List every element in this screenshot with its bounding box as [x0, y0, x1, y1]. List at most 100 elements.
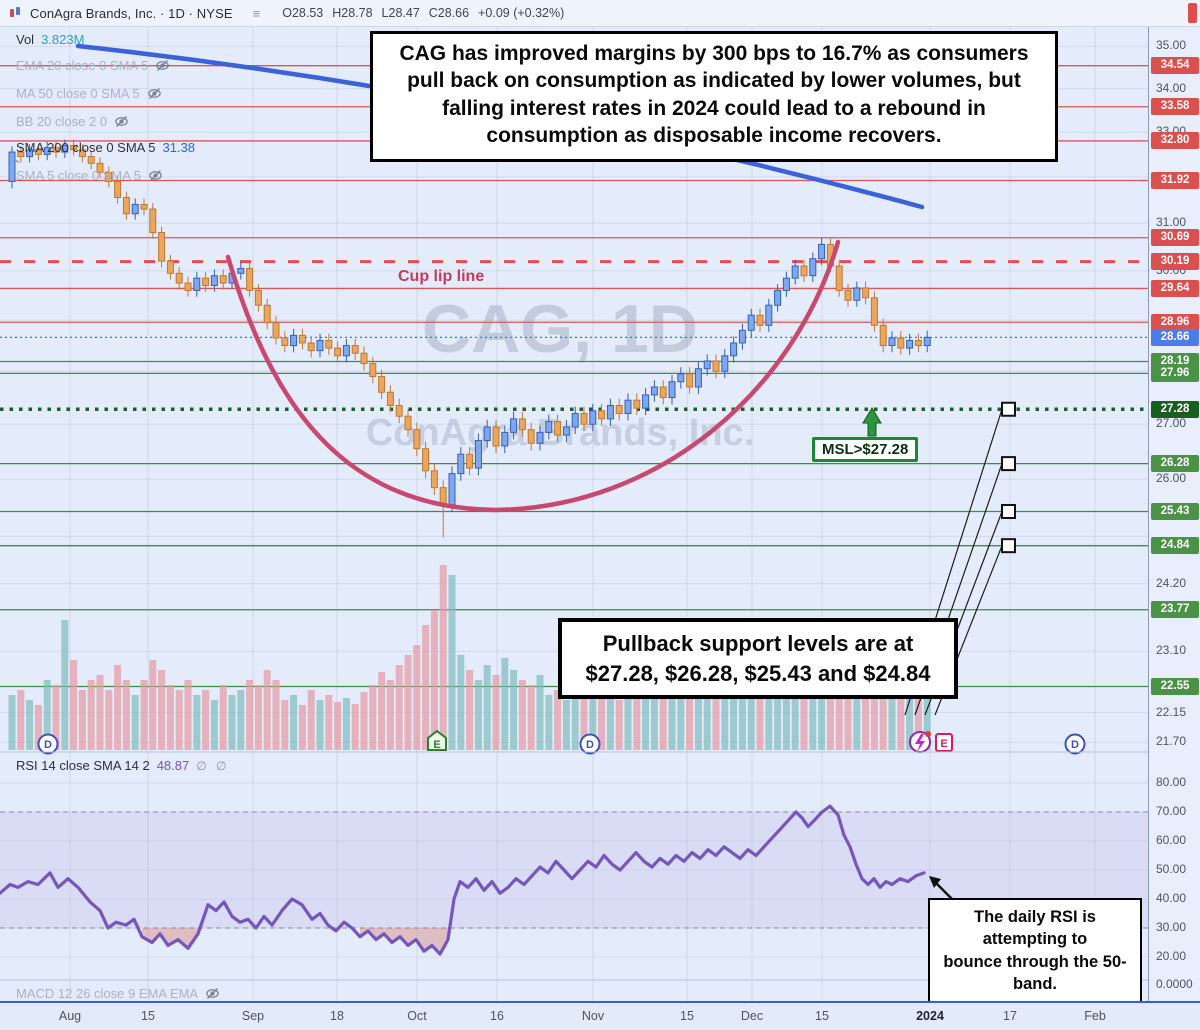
volume-bar [158, 670, 166, 750]
eye-off-icon[interactable] [114, 115, 129, 128]
toolbar-alert-fragment[interactable] [1188, 3, 1197, 23]
alert-red-dot [925, 731, 931, 737]
indicator-row-ma[interactable]: MA 50 close 0 SMA 5 [16, 86, 162, 101]
indicator-label: BB 20 close 2 0 [16, 114, 108, 129]
volume-bar [703, 665, 711, 750]
candle-body [844, 289, 852, 301]
eye-off-icon[interactable] [205, 987, 220, 1000]
rsi-legend-row[interactable]: RSI 14 close SMA 14 2 48.87 ∅ ∅ [16, 758, 229, 773]
rsi-axis-tick: 50.00 [1156, 862, 1187, 876]
cup-lip-label[interactable]: Cup lip line [398, 268, 485, 285]
indicator-row-vol[interactable]: Vol 3.823M [16, 32, 84, 47]
volume-bar [316, 700, 324, 750]
support-level-handle[interactable] [1001, 456, 1016, 472]
volume-bar [694, 680, 702, 750]
volume-bar [606, 692, 614, 750]
candle-body [862, 287, 870, 299]
volume-bar [114, 665, 122, 750]
volume-bar [237, 690, 245, 750]
candle-body [501, 431, 509, 447]
candle-body [518, 418, 526, 431]
dividend-marker[interactable] [579, 733, 601, 755]
volume-bar [668, 675, 676, 750]
volume-bar [342, 698, 350, 750]
volume-bar [818, 650, 826, 750]
legend-collapse-icon[interactable]: ≡ [252, 5, 261, 21]
candle-body [96, 162, 104, 173]
eye-off-icon[interactable] [147, 87, 162, 100]
candle-body [26, 149, 34, 158]
volume-bar [562, 700, 570, 750]
indicator-row-sma[interactable]: SMA 200 close 0 SMA 5 31.38 [16, 140, 195, 155]
cup-pattern-curve [225, 239, 841, 513]
candle-body [879, 324, 887, 347]
volume-bar [87, 680, 95, 750]
support-level-handle[interactable] [1001, 401, 1016, 417]
rsi-annotation-box[interactable]: The daily RSI is attempting to bounce th… [928, 898, 1142, 1004]
candle-body [624, 399, 632, 415]
msl-badge[interactable]: MSL>$27.28 [812, 437, 919, 462]
rsi-note-line1: The daily RSI is attempting to [974, 908, 1096, 949]
price-level-badge: 26.28 [1151, 455, 1199, 473]
candle-body [818, 243, 826, 260]
price-level-badge: 30.19 [1151, 253, 1199, 271]
price-level-badge: 24.84 [1151, 537, 1199, 555]
indicator-row-ema[interactable]: EMA 20 close 0 SMA 5 [16, 58, 170, 73]
volume-bar [738, 675, 746, 750]
support-level-handle[interactable] [1001, 503, 1016, 519]
candle-body [105, 171, 113, 182]
time-axis-label: 15 [141, 1009, 155, 1023]
volume-bar [888, 685, 896, 750]
volume-bar [307, 690, 315, 750]
thesis-annotation-box[interactable]: CAG has improved margins by 300 bps to 1… [370, 31, 1058, 163]
volume-bar [246, 680, 254, 750]
time-axis-label: 17 [1003, 1009, 1017, 1023]
candle-body [316, 339, 324, 352]
time-axis-label: 15 [815, 1009, 829, 1023]
earnings-flag-marker[interactable] [935, 733, 953, 752]
rsi-note-line2: bounce through the 50-band. [943, 952, 1127, 993]
eye-off-icon[interactable] [155, 59, 170, 72]
price-level-badge: 29.64 [1151, 279, 1199, 297]
candle-body [800, 265, 808, 277]
candle-body [492, 426, 500, 447]
candle-body [254, 289, 262, 306]
ohlc-readout: O28.53 H28.78 L28.47 C28.66 +0.09 (+0.32… [282, 6, 564, 20]
indicator-row-bb[interactable]: BB 20 close 2 0 [16, 114, 129, 129]
support-level-handle[interactable] [1001, 538, 1016, 554]
time-axis[interactable]: Aug 15 Sep 18 Oct 16 Nov 15 Dec 15 2024 17 Feb [0, 1003, 1200, 1030]
earnings-marker[interactable] [427, 729, 447, 751]
volume-bar [122, 680, 130, 750]
dividend-marker[interactable] [37, 733, 59, 755]
rsi-axis-tick: 60.00 [1156, 833, 1187, 847]
candle-body [52, 147, 60, 153]
price-axis-tick: 22.15 [1156, 704, 1187, 719]
price-axis[interactable]: USD ⌄ 35.0034.0033.0031.0030.0027.0026.0… [1148, 0, 1200, 1030]
candle-body [140, 203, 148, 210]
rsi-line [0, 804, 926, 956]
volume-bar [853, 670, 861, 750]
volume-bar [650, 690, 658, 750]
candle-body [888, 337, 896, 347]
eye-off-icon[interactable] [148, 169, 163, 182]
candle-body [131, 203, 139, 215]
indicator-row-sma[interactable]: SMA 5 close 0 SMA 5 [16, 168, 163, 183]
volume-bar [914, 685, 922, 750]
price-level-badge: 32.80 [1151, 132, 1199, 150]
price-axis-tick: 31.00 [1156, 215, 1187, 230]
pane-collapse-icon[interactable]: ⌃ [12, 158, 23, 172]
candle-body [809, 258, 817, 277]
candle-body [897, 337, 905, 349]
price-axis-tick: 35.00 [1156, 38, 1187, 53]
volume-bar [422, 625, 430, 750]
candle-body [17, 151, 25, 158]
pullback-annotation-box[interactable]: Pullback support levels are at $27.28, $… [558, 618, 958, 700]
symbol-title[interactable]: ConAgra Brands, Inc. · 1D · NYSE [30, 5, 233, 21]
dividend-marker[interactable] [1064, 733, 1086, 755]
macd-legend-row[interactable]: MACD 12 26 close 9 EMA EMA [16, 986, 220, 1001]
candle-body [650, 386, 658, 396]
volume-bar [774, 670, 782, 750]
price-level-badge: 34.54 [1151, 57, 1199, 75]
candle-body [34, 149, 42, 155]
volume-bar [26, 700, 34, 750]
